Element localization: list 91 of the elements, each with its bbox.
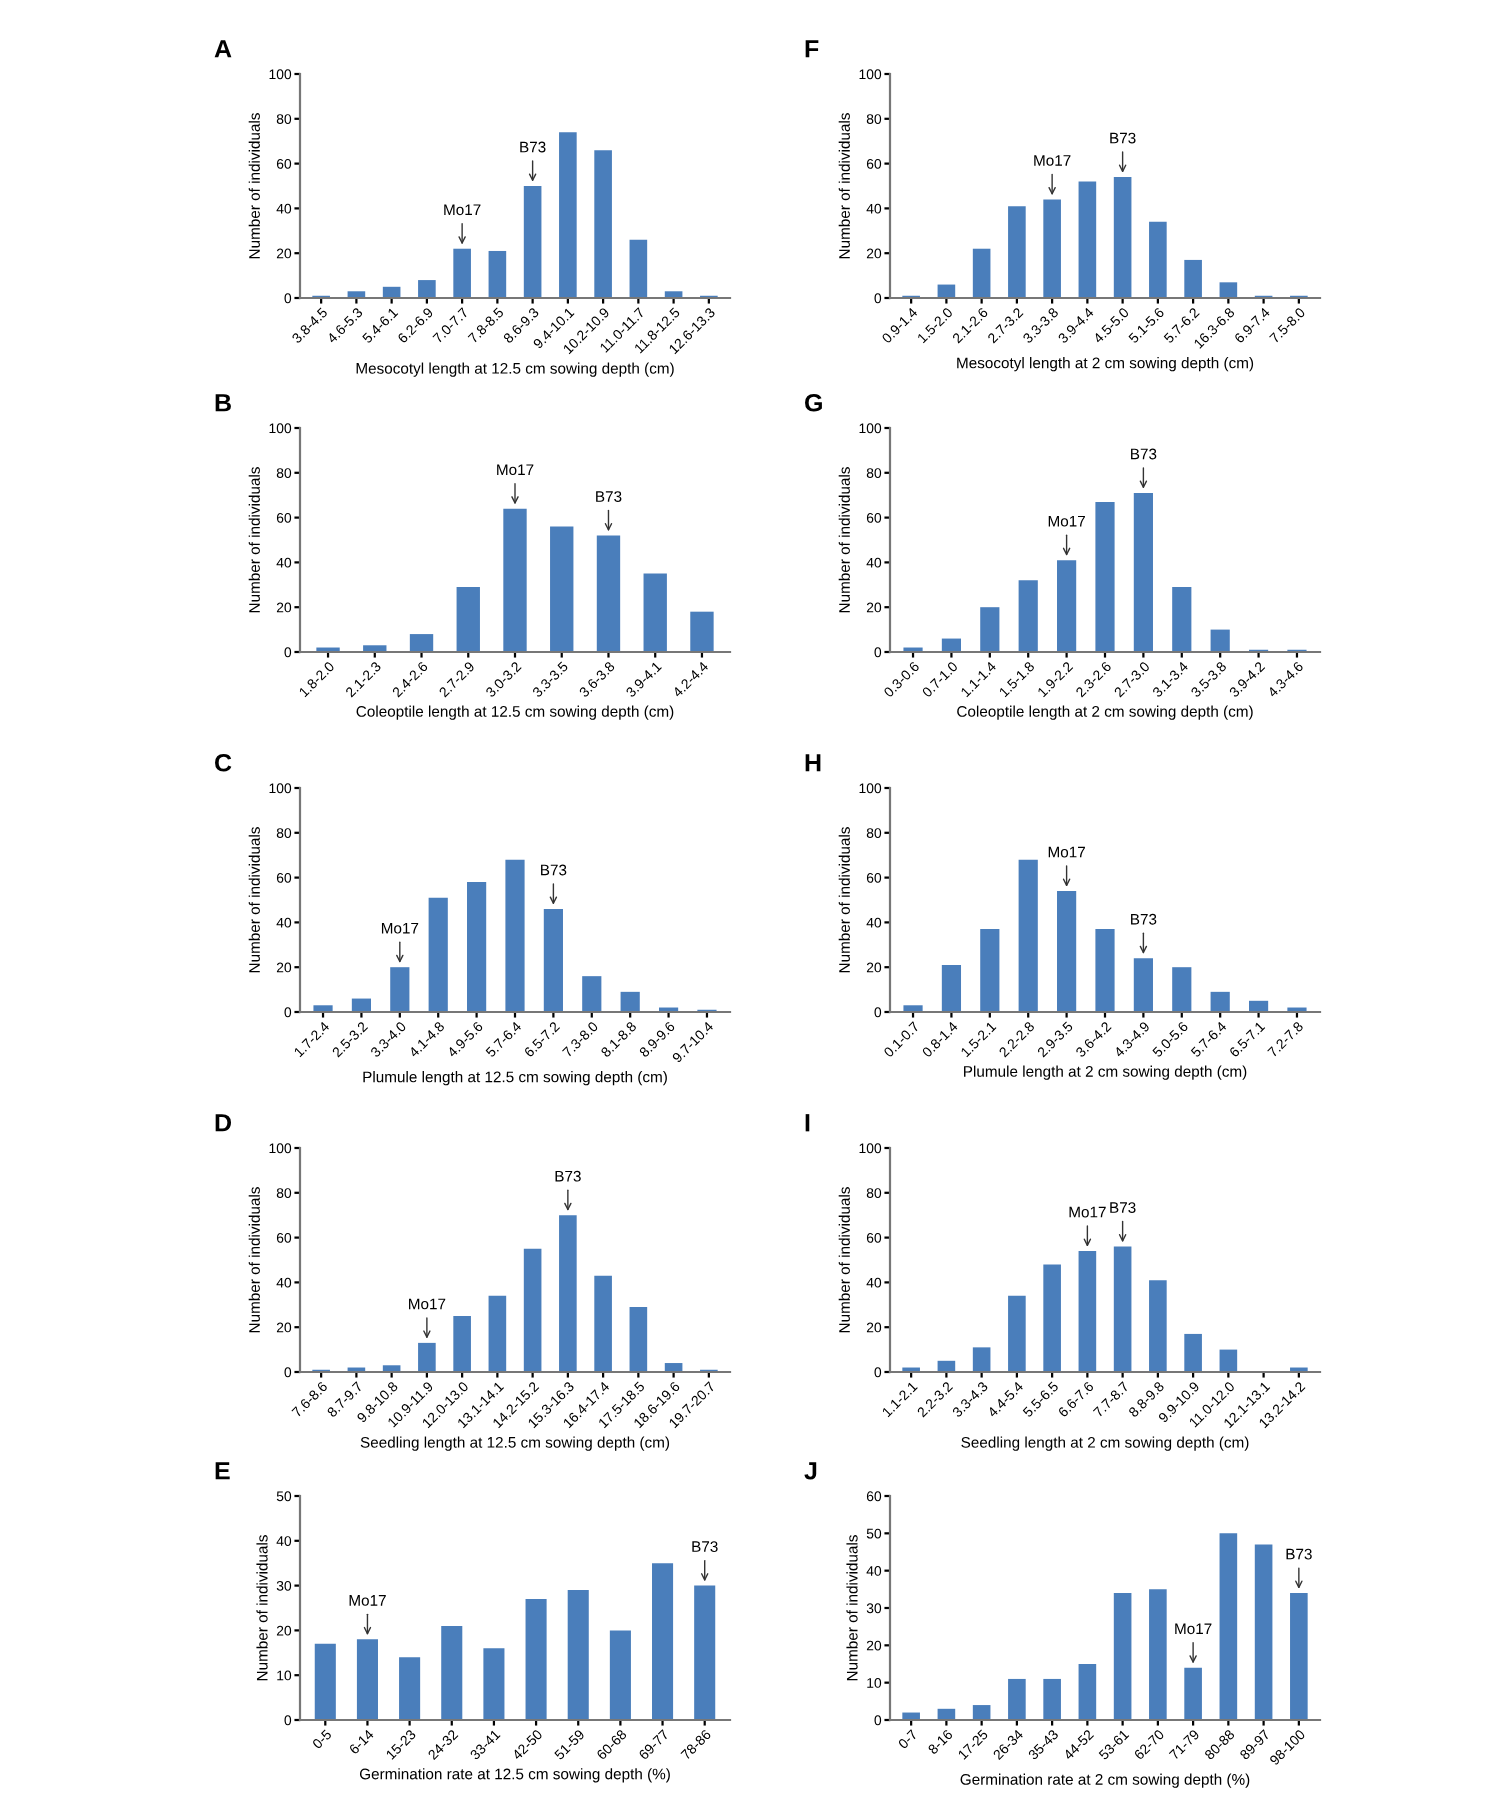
bar xyxy=(596,535,621,652)
bar xyxy=(1172,967,1192,1012)
bar xyxy=(1078,1251,1097,1372)
bar xyxy=(1133,958,1153,1012)
bar xyxy=(1008,1678,1026,1720)
chart-title: H xyxy=(805,754,821,772)
bar xyxy=(594,1275,612,1372)
bar xyxy=(972,1347,991,1372)
bar xyxy=(629,1307,648,1372)
bar xyxy=(1219,1349,1238,1372)
bar xyxy=(1113,1593,1132,1720)
bar xyxy=(1043,1678,1061,1720)
bar xyxy=(1043,199,1061,298)
bar xyxy=(1149,221,1167,298)
bar xyxy=(1290,1593,1308,1720)
bar xyxy=(594,150,612,298)
bar xyxy=(314,1643,336,1720)
bar xyxy=(690,611,714,652)
bar xyxy=(1057,891,1077,1012)
bar xyxy=(620,991,640,1012)
bar xyxy=(903,1005,923,1012)
bar xyxy=(441,1625,463,1720)
bar xyxy=(1043,1264,1061,1372)
bar xyxy=(652,1563,674,1720)
bar xyxy=(1078,1664,1097,1720)
bar xyxy=(1008,1295,1026,1372)
bar xyxy=(390,967,410,1012)
bar xyxy=(609,1630,631,1720)
bar xyxy=(409,634,434,652)
bar xyxy=(1172,587,1192,652)
bar xyxy=(1113,177,1132,298)
bar xyxy=(1254,1544,1273,1720)
chart-title: F xyxy=(805,40,819,58)
chart-title: A xyxy=(214,40,232,58)
bar xyxy=(418,1342,436,1372)
bar xyxy=(399,1657,421,1720)
chart-title: E xyxy=(215,1462,230,1480)
bar xyxy=(980,929,1000,1012)
bar xyxy=(488,1295,507,1372)
bar xyxy=(559,132,577,298)
bar xyxy=(356,1639,378,1720)
bar xyxy=(1149,1589,1167,1720)
bar xyxy=(567,1590,589,1720)
bar xyxy=(523,186,542,298)
bar xyxy=(1113,1246,1132,1372)
bar xyxy=(1210,991,1230,1012)
bar xyxy=(1184,1333,1202,1372)
bar xyxy=(1057,560,1077,652)
bar xyxy=(428,897,448,1012)
bar xyxy=(1133,492,1153,652)
bar xyxy=(550,526,574,652)
bar xyxy=(559,1215,577,1372)
bar xyxy=(523,1248,542,1372)
bar xyxy=(1095,929,1115,1012)
chart-title: J xyxy=(804,1462,817,1480)
bar xyxy=(694,1585,716,1720)
bar xyxy=(941,964,962,1012)
bar xyxy=(503,508,527,652)
bar xyxy=(582,976,602,1012)
chart-title: G xyxy=(805,393,822,412)
chart-title: D xyxy=(215,1114,231,1132)
bar xyxy=(488,250,507,298)
bar xyxy=(1210,629,1230,652)
bar xyxy=(643,573,667,652)
bar xyxy=(972,1705,991,1720)
bar xyxy=(1184,259,1202,298)
bar xyxy=(1184,1667,1202,1720)
bar xyxy=(1219,1533,1238,1720)
bar xyxy=(453,1316,471,1372)
chart-title: I xyxy=(805,1114,810,1132)
bar xyxy=(483,1648,505,1720)
bar xyxy=(467,882,487,1012)
bar xyxy=(1149,1280,1167,1372)
bar xyxy=(1018,580,1038,652)
bar xyxy=(525,1599,547,1720)
chart-title: B xyxy=(215,394,231,412)
bar xyxy=(629,239,648,298)
bar xyxy=(1008,206,1026,298)
bar xyxy=(1219,282,1238,298)
bar xyxy=(972,248,991,298)
bar xyxy=(313,1005,333,1012)
bar xyxy=(453,248,471,298)
chart-title: C xyxy=(215,753,232,772)
bar xyxy=(543,908,563,1012)
bar xyxy=(456,587,480,652)
bar xyxy=(1078,181,1097,298)
bar xyxy=(1018,859,1038,1012)
bar xyxy=(980,607,1000,652)
bar xyxy=(418,280,436,298)
bar xyxy=(505,859,525,1012)
bar xyxy=(1095,501,1115,652)
